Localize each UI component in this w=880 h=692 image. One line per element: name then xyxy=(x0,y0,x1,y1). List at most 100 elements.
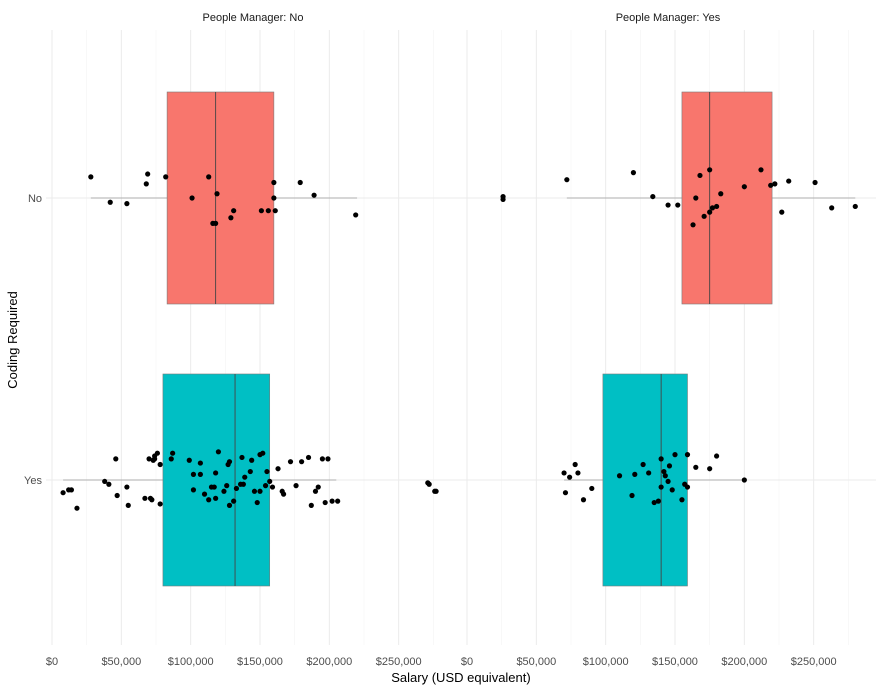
data-point xyxy=(852,203,858,210)
x-axis-title: Salary (USD equivalent) xyxy=(391,670,530,685)
data-point xyxy=(714,203,720,210)
x-tick-label: $50,000 xyxy=(516,656,556,668)
data-point xyxy=(146,456,152,462)
data-point xyxy=(262,483,269,489)
data-point xyxy=(669,487,675,493)
data-point xyxy=(287,459,294,465)
data-point xyxy=(152,456,158,462)
data-point xyxy=(271,195,277,201)
data-point xyxy=(768,182,774,188)
data-point xyxy=(665,202,671,208)
data-point xyxy=(650,193,656,200)
data-point xyxy=(629,492,635,499)
data-point xyxy=(315,484,321,490)
box-no xyxy=(166,91,275,305)
x-tick-label: $250,000 xyxy=(376,656,422,668)
y-tick-label-no: No xyxy=(28,193,42,205)
x-tick-label: $100,000 xyxy=(583,656,629,668)
data-point xyxy=(257,488,263,494)
data-point xyxy=(213,220,219,226)
data-point xyxy=(672,452,678,458)
x-tick-label: $0 xyxy=(461,656,473,668)
data-point xyxy=(163,174,169,180)
data-point xyxy=(701,213,707,219)
data-point xyxy=(741,184,747,190)
data-point xyxy=(714,453,720,459)
data-point xyxy=(308,502,314,508)
data-point xyxy=(353,212,359,218)
data-point xyxy=(646,470,652,476)
data-point xyxy=(125,502,131,508)
box-yes xyxy=(162,373,271,587)
facet-label-no: People Manager: No xyxy=(203,12,304,24)
data-point xyxy=(113,456,119,462)
data-point xyxy=(206,497,212,503)
data-point xyxy=(675,202,681,208)
data-point xyxy=(142,495,148,501)
data-point xyxy=(632,471,638,477)
data-point xyxy=(707,167,713,173)
data-point xyxy=(707,209,713,215)
data-point xyxy=(154,450,160,456)
data-point xyxy=(214,191,220,197)
data-point xyxy=(580,497,587,503)
data-point xyxy=(157,461,163,468)
x-tick-label: $200,000 xyxy=(306,656,352,668)
data-point xyxy=(215,449,222,455)
data-point xyxy=(267,478,273,485)
data-point xyxy=(335,498,341,504)
data-point xyxy=(249,457,255,463)
data-point xyxy=(812,179,818,186)
data-point xyxy=(186,457,192,463)
data-point xyxy=(201,491,208,497)
data-point xyxy=(684,452,691,458)
data-point xyxy=(329,498,335,504)
facet-label-yes: People Manager: Yes xyxy=(616,12,721,24)
data-point xyxy=(88,174,94,180)
data-point xyxy=(311,192,317,198)
data-point xyxy=(190,487,197,493)
data-point xyxy=(102,478,108,485)
data-point xyxy=(433,488,439,494)
data-point xyxy=(500,196,506,203)
data-point xyxy=(145,171,151,177)
data-point xyxy=(272,208,278,214)
data-point xyxy=(206,174,212,180)
data-point xyxy=(251,488,258,494)
data-point xyxy=(68,487,75,493)
data-point xyxy=(213,470,219,476)
data-point xyxy=(213,495,219,501)
data-point xyxy=(168,456,174,462)
data-point xyxy=(655,498,661,504)
data-point xyxy=(170,450,176,456)
data-point xyxy=(265,208,271,214)
data-point xyxy=(114,492,120,499)
data-point xyxy=(718,191,724,197)
data-point xyxy=(758,167,764,173)
data-point xyxy=(567,474,573,480)
data-point xyxy=(233,485,240,492)
data-point xyxy=(226,459,233,465)
data-point xyxy=(662,473,668,479)
data-point xyxy=(106,481,112,487)
data-point xyxy=(240,481,246,487)
data-point xyxy=(271,179,277,186)
y-tick-label-yes: Yes xyxy=(24,475,42,487)
data-point xyxy=(661,468,667,475)
data-point xyxy=(264,468,270,475)
data-point xyxy=(690,222,696,228)
data-point xyxy=(829,205,835,211)
plot-layer: No Yes $0 $50,000 $100,000 $150,000 $200,000 $2… xyxy=(24,30,876,668)
data-point xyxy=(247,468,253,475)
data-point xyxy=(221,488,227,494)
data-point xyxy=(575,470,581,476)
data-point xyxy=(707,466,713,472)
y-axis-title: Coding Required xyxy=(5,291,20,389)
x-tick-label: $100,000 xyxy=(168,656,214,668)
x-tick-label: $200,000 xyxy=(721,656,767,668)
data-point xyxy=(658,484,664,490)
data-point xyxy=(312,488,319,494)
data-point xyxy=(211,484,217,490)
data-point xyxy=(630,170,637,176)
